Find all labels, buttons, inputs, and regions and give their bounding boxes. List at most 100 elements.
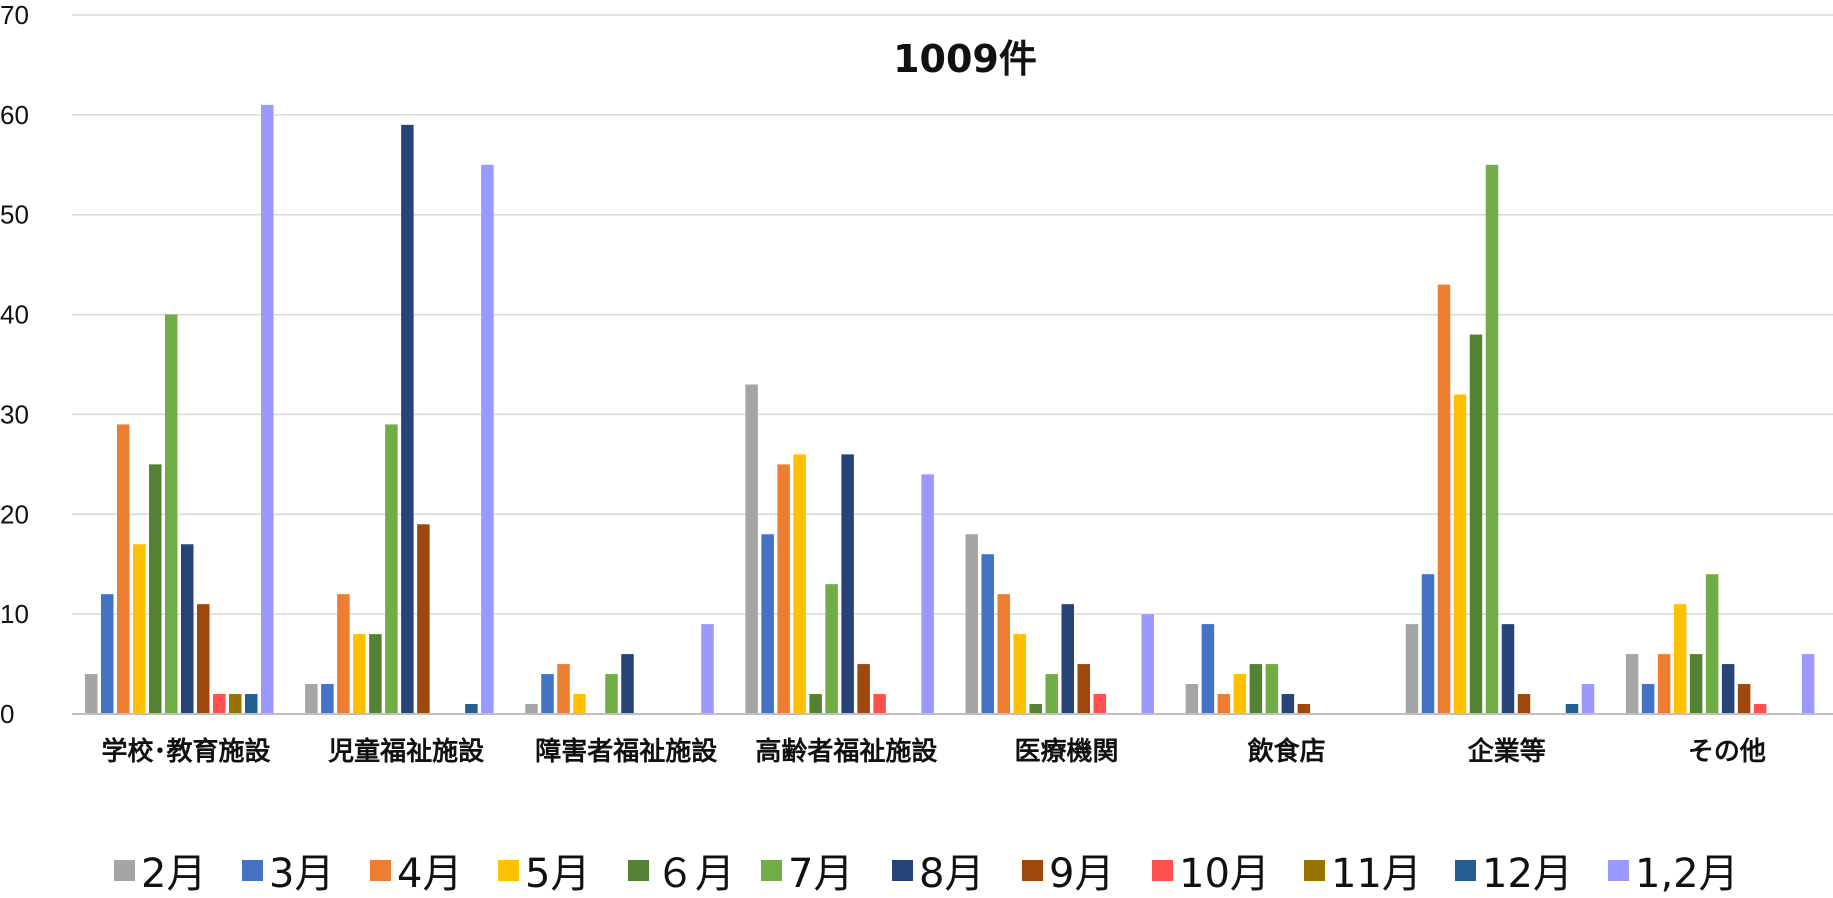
legend-swatch [892, 860, 913, 881]
legend-swatch [370, 860, 391, 881]
bar [1233, 674, 1247, 714]
bar [825, 584, 838, 714]
bar [1249, 664, 1263, 714]
legend-label: 1,2月 [1635, 851, 1739, 897]
legend-swatch [761, 860, 782, 881]
legend-swatch [498, 860, 519, 881]
legend-swatch [242, 860, 263, 881]
legend-label: 5月 [525, 851, 590, 897]
bar [1801, 654, 1815, 714]
bar [117, 424, 130, 714]
bar [525, 704, 538, 714]
bar [181, 544, 194, 714]
bar [965, 534, 978, 714]
bar [1453, 394, 1467, 714]
legend-swatch [628, 860, 649, 881]
bar [1185, 684, 1199, 714]
bar [1517, 694, 1531, 714]
bar [557, 664, 570, 714]
bar [605, 674, 618, 714]
bar [1689, 654, 1703, 714]
legend-label: 11月 [1331, 851, 1422, 897]
x-category-label: 企業等 [1468, 736, 1546, 767]
bar [1029, 704, 1042, 714]
legend-label: 3月 [269, 851, 334, 897]
bar [353, 634, 366, 714]
x-category-label: 飲食店 [1247, 736, 1326, 767]
bar [621, 654, 634, 714]
bar [857, 664, 870, 714]
bar [1201, 624, 1215, 714]
bar [401, 124, 414, 715]
bar [1501, 624, 1515, 714]
bar [1469, 334, 1483, 714]
bar [1013, 634, 1026, 714]
legend-swatch [1152, 860, 1173, 881]
bar [573, 694, 586, 714]
bar [321, 684, 334, 714]
bar [229, 694, 242, 714]
legend-swatch [114, 860, 135, 881]
y-axis-ticks: 0 10 20 30 40 50 60 70 [0, 0, 29, 729]
bar [305, 684, 318, 714]
legend-swatch [1608, 860, 1629, 881]
bar [133, 544, 146, 714]
x-category-label: 学校･教育施設 [102, 736, 272, 767]
bar [1485, 164, 1499, 715]
bar [245, 694, 258, 714]
bar [761, 534, 774, 714]
bar [981, 554, 994, 714]
bar [481, 164, 494, 715]
bar [1297, 704, 1311, 714]
bar [1753, 704, 1767, 714]
legend-swatch [1304, 860, 1325, 881]
x-category-label: その他 [1688, 737, 1766, 767]
bar [921, 474, 934, 714]
bar [841, 454, 854, 714]
bar [165, 314, 178, 714]
bar [1093, 694, 1106, 714]
gridlines [72, 14, 1833, 615]
bars [85, 104, 1815, 715]
legend-label: 9月 [1049, 851, 1114, 897]
bar [777, 464, 790, 714]
legend-swatch [1022, 860, 1043, 881]
bar [1641, 684, 1655, 714]
legend-label: 8月 [919, 851, 984, 897]
bar [997, 594, 1010, 714]
bar [1737, 684, 1751, 714]
bar [1673, 604, 1687, 714]
bar [809, 694, 822, 714]
y-tick-label: 30 [0, 399, 29, 429]
bar [1265, 664, 1279, 714]
bar [1705, 574, 1719, 714]
bar [85, 674, 98, 714]
bar [1625, 654, 1639, 714]
bar [385, 424, 398, 714]
legend-label: 2月 [141, 851, 206, 897]
x-category-label: 児童福祉施設 [328, 736, 485, 767]
x-category-label: 障害者福祉施設 [535, 736, 718, 767]
bar [1141, 614, 1154, 714]
chart-title: 1009件 [893, 37, 1037, 81]
bar [101, 594, 114, 714]
y-tick-label: 50 [0, 200, 29, 230]
bar [701, 624, 714, 714]
bar [1217, 694, 1231, 714]
bar [1061, 604, 1074, 714]
x-category-label: 医療機関 [1015, 737, 1119, 767]
y-tick-label: 40 [0, 300, 29, 330]
bar [369, 634, 382, 714]
bar [261, 104, 274, 714]
bar [1421, 574, 1435, 714]
legend-label: ６月 [655, 851, 735, 897]
bar [417, 524, 430, 714]
bar [213, 694, 226, 714]
bar [465, 704, 478, 714]
y-tick-label: 10 [0, 599, 29, 629]
y-tick-label: 60 [0, 100, 29, 130]
bar [1581, 684, 1595, 714]
y-tick-label: 20 [0, 499, 29, 529]
bar [1077, 664, 1090, 714]
